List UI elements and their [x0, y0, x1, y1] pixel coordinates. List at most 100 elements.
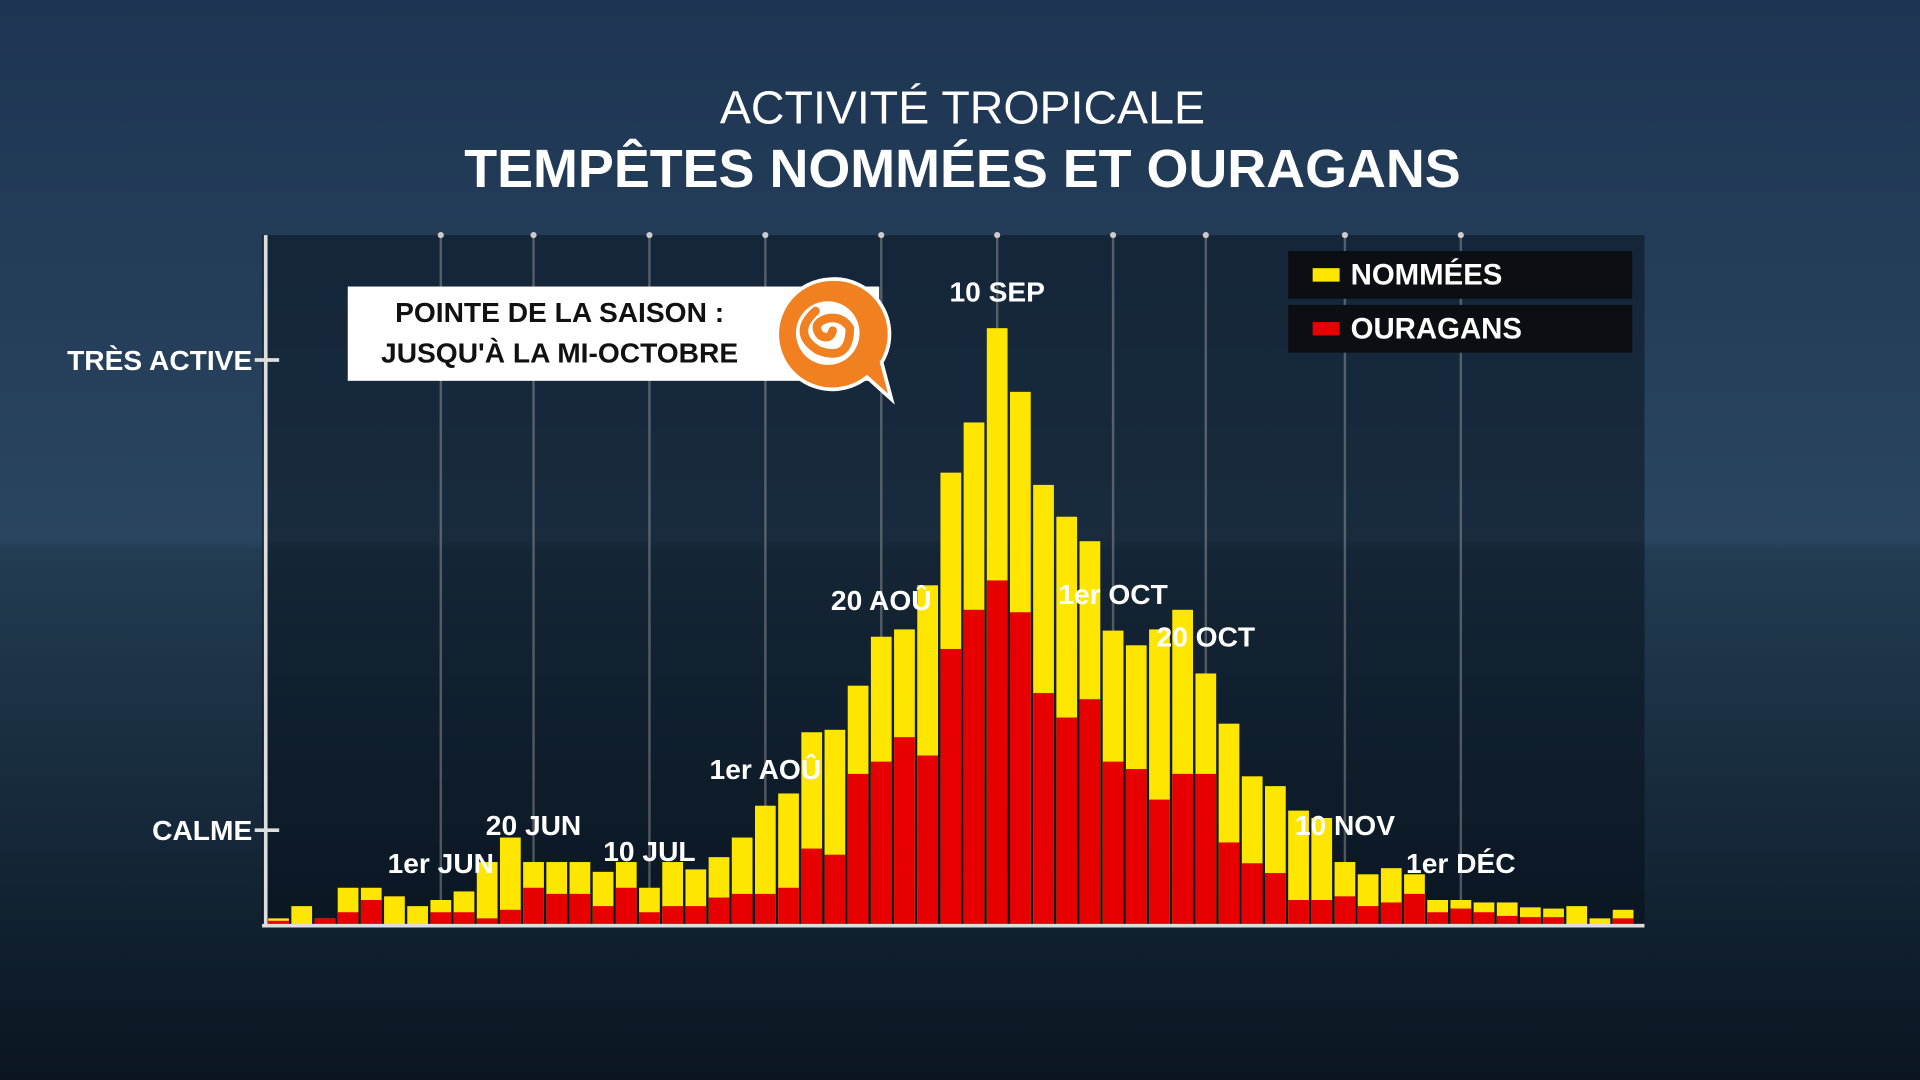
bar-named [291, 906, 313, 925]
bar-hurricane [1496, 915, 1518, 925]
bar-hurricane [1357, 906, 1379, 925]
chart-title: TEMPÊTES NOMMÉES ET OURAGANS [464, 138, 1460, 199]
bar-named [407, 906, 428, 925]
grid-tick [994, 232, 1001, 239]
bar-hurricane [360, 900, 382, 925]
bar-hurricane [731, 893, 753, 925]
bar-hurricane [1149, 799, 1170, 925]
bar-hurricane [615, 887, 637, 925]
callout: POINTE DE LA SAISON : JUSQU'À LA MI-OCTO… [347, 277, 895, 405]
bar-hurricane [1473, 912, 1495, 925]
plot: CALME TRÈS ACTIVE 1er JUN 20 JUN 10 JUL 1er A… [67, 232, 1634, 925]
x-annotation: 1er DÉC [1406, 848, 1516, 879]
x-annotation: 1er JUN [388, 848, 494, 879]
bar-hurricane [940, 648, 962, 925]
callout-line: JUSQU'À LA MI-OCTOBRE [381, 338, 738, 369]
bar-hurricane [662, 906, 683, 925]
bar-hurricane [453, 912, 475, 925]
bar-hurricane [1056, 717, 1078, 925]
bar-named [384, 896, 405, 925]
legend-box [1288, 304, 1633, 353]
bar-hurricane [754, 893, 776, 925]
bar-hurricane [430, 912, 452, 925]
bar-hurricane [894, 737, 915, 925]
x-annotation: 20 JUN [486, 810, 581, 841]
grid-tick [1202, 232, 1209, 239]
bar-hurricane [870, 761, 892, 925]
x-annotation: 1er AOÛ [710, 754, 822, 785]
bar-hurricane [1125, 768, 1147, 925]
icon-swirl [799, 306, 855, 358]
bar-named [1288, 810, 1309, 925]
bar-hurricane [963, 609, 985, 925]
bar-hurricane [1334, 896, 1356, 925]
legend-swatch [1312, 268, 1340, 282]
y-tick-label: CALME [152, 815, 252, 846]
legend-label: NOMMÉES [1351, 258, 1503, 292]
bar-hurricane [1195, 773, 1217, 925]
bar-hurricane [523, 887, 544, 925]
bar-hurricane [639, 912, 660, 925]
grid-tick [1341, 232, 1348, 239]
bar-hurricane [314, 918, 336, 925]
x-annotation: 20 OCT [1157, 622, 1256, 653]
bar-hurricane [1218, 842, 1240, 925]
grid-tick [878, 232, 885, 239]
bar-hurricane [1172, 773, 1194, 925]
bar-hurricane [824, 854, 846, 925]
bar-named [1311, 817, 1333, 925]
bar-hurricane [1311, 900, 1333, 925]
bar-named [1589, 918, 1611, 925]
bar-hurricane [685, 906, 707, 925]
supertitle: ACTIVITÉ TROPICALE [720, 82, 1205, 134]
x-annotation: 10 NOV [1295, 810, 1395, 841]
callout-line: POINTE DE LA SAISON : [395, 297, 724, 328]
x-annotation: 10 SEP [949, 276, 1044, 307]
bar-hurricane [986, 580, 1008, 925]
bar-hurricane [1265, 873, 1286, 925]
bar-hurricane [1543, 917, 1564, 925]
bar-hurricane [1612, 918, 1634, 925]
grid-tick [762, 232, 769, 239]
bar-hurricane [1520, 917, 1541, 925]
bar-hurricane [1404, 893, 1425, 925]
bar-hurricane [1102, 761, 1124, 925]
bar-hurricane [778, 887, 799, 925]
x-annotation: 20 AOÛ [831, 585, 932, 616]
grid-tick [530, 232, 537, 239]
bar-hurricane [708, 897, 730, 925]
bar-hurricane [917, 755, 939, 925]
bar-hurricane [476, 918, 498, 925]
y-tick-label: TRÈS ACTIVE [67, 345, 252, 376]
bar-hurricane [1380, 902, 1402, 925]
bar-named [476, 862, 498, 925]
bar-hurricane [337, 912, 359, 925]
bar-named [1566, 906, 1588, 925]
x-annotation: 1er OCT [1058, 579, 1168, 610]
bar-named [499, 837, 521, 925]
bar-hurricane [546, 893, 568, 925]
grid-tick [437, 232, 444, 239]
bar-hurricane [592, 906, 614, 925]
legend-label: OURAGANS [1351, 312, 1522, 345]
legend: NOMMÉES OURAGANS [1288, 251, 1633, 353]
grid-tick [646, 232, 653, 239]
bar-hurricane [1079, 699, 1101, 925]
bar-hurricane [268, 920, 289, 925]
bar-hurricane [1450, 908, 1472, 925]
bar-hurricane [1427, 912, 1449, 925]
bar-hurricane [1288, 900, 1309, 925]
bar-hurricane [569, 893, 591, 925]
bar-hurricane [847, 773, 869, 925]
bar-hurricane [1033, 693, 1054, 925]
grid-tick [1457, 232, 1464, 239]
bar-hurricane [499, 909, 521, 925]
grid-tick [1110, 232, 1117, 239]
bar-hurricane [801, 848, 823, 925]
bar-hurricane [1009, 612, 1031, 925]
legend-box [1288, 251, 1633, 299]
legend-swatch [1312, 322, 1340, 336]
bar-hurricane [1241, 863, 1263, 925]
